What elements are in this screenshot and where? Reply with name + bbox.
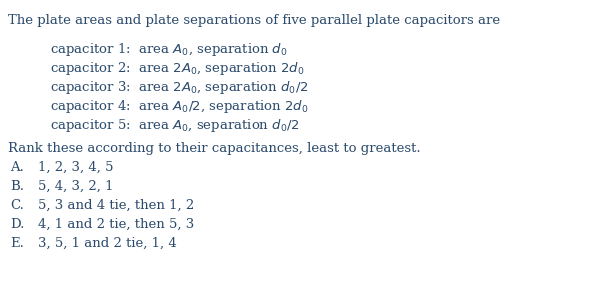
Text: B.: B. (10, 180, 24, 193)
Text: E.: E. (10, 237, 24, 250)
Text: capacitor 3:  area $2A_0$, separation $d_0/2$: capacitor 3: area $2A_0$, separation $d_… (50, 79, 308, 96)
Text: 5, 3 and 4 tie, then 1, 2: 5, 3 and 4 tie, then 1, 2 (38, 199, 194, 212)
Text: capacitor 1:  area $A_0$, separation $d_0$: capacitor 1: area $A_0$, separation $d_0… (50, 41, 287, 58)
Text: 1, 2, 3, 4, 5: 1, 2, 3, 4, 5 (38, 161, 113, 174)
Text: C.: C. (10, 199, 24, 212)
Text: A.: A. (10, 161, 24, 174)
Text: Rank these according to their capacitances, least to greatest.: Rank these according to their capacitanc… (8, 142, 421, 155)
Text: 5, 4, 3, 2, 1: 5, 4, 3, 2, 1 (38, 180, 113, 193)
Text: capacitor 2:  area $2A_0$, separation $2d_0$: capacitor 2: area $2A_0$, separation $2d… (50, 60, 305, 77)
Text: 4, 1 and 2 tie, then 5, 3: 4, 1 and 2 tie, then 5, 3 (38, 218, 194, 231)
Text: The plate areas and plate separations of five parallel plate capacitors are: The plate areas and plate separations of… (8, 14, 500, 27)
Text: capacitor 4:  area $A_0/2$, separation $2d_0$: capacitor 4: area $A_0/2$, separation $2… (50, 98, 308, 115)
Text: D.: D. (10, 218, 24, 231)
Text: 3, 5, 1 and 2 tie, 1, 4: 3, 5, 1 and 2 tie, 1, 4 (38, 237, 177, 250)
Text: capacitor 5:  area $A_0$, separation $d_0/2$: capacitor 5: area $A_0$, separation $d_0… (50, 117, 299, 134)
